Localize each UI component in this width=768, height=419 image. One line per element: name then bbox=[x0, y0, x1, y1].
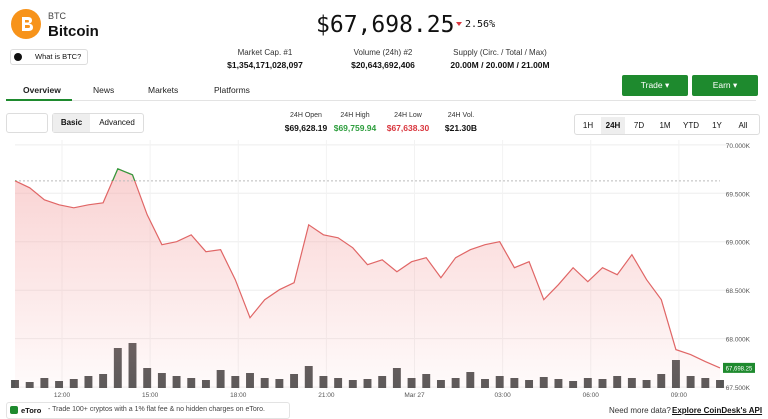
tab-underline bbox=[6, 99, 72, 101]
x-tick-label: 21:00 bbox=[318, 392, 335, 399]
trade-button[interactable]: Trade ▾ bbox=[622, 75, 688, 96]
y-tick-label: 67.500K bbox=[726, 385, 751, 392]
y-tick-label: 68.000K bbox=[726, 337, 751, 344]
button-label: Trade bbox=[640, 80, 663, 90]
x-tick-label: 15:00 bbox=[142, 392, 159, 399]
price-area bbox=[15, 168, 720, 388]
promo-brand: eToro bbox=[21, 406, 42, 415]
y-tick-label: 69.000K bbox=[726, 240, 751, 247]
divider bbox=[6, 100, 756, 101]
stat-label: Supply (Circ. / Total / Max) bbox=[453, 48, 547, 57]
range-selector bbox=[574, 114, 760, 135]
stat-label: Market Cap. #1 bbox=[237, 48, 293, 57]
view-mode[interactable]: Advanced bbox=[99, 118, 135, 127]
range[interactable]: 1H bbox=[582, 121, 594, 130]
down-arrow bbox=[456, 22, 462, 26]
range[interactable]: 1M bbox=[659, 121, 671, 130]
range[interactable]: YTD bbox=[683, 121, 699, 130]
day-stat-value: $21.30B bbox=[444, 123, 478, 133]
view-mode[interactable]: Basic bbox=[53, 114, 90, 132]
y-tick-label: 69.500K bbox=[726, 191, 751, 198]
api-link[interactable]: Explore CoinDesk's API bbox=[672, 406, 763, 415]
range[interactable]: 7D bbox=[633, 121, 645, 130]
day-stat-value: $69,628.19 bbox=[284, 123, 328, 133]
earn-button[interactable]: Earn ▾ bbox=[692, 75, 758, 96]
what-is-label: What is BTC? bbox=[35, 52, 82, 61]
view-toggle: Basic Advanced bbox=[52, 113, 144, 133]
day-stat-value: $69,759.94 bbox=[333, 123, 377, 133]
icon bbox=[14, 53, 22, 61]
promo-text: - Trade 100+ cryptos with a 1% flat fee … bbox=[48, 406, 265, 413]
day-stat-label: 24H Low bbox=[394, 112, 422, 119]
tab[interactable]: Platforms bbox=[214, 85, 250, 95]
stat-value: 20.00M / 20.00M / 21.00M bbox=[450, 60, 550, 70]
stat-label: Volume (24h) #2 bbox=[353, 48, 413, 57]
promo-banner[interactable]: eToro - Trade 100+ cryptos with a 1% fla… bbox=[6, 402, 290, 419]
range[interactable]: All bbox=[738, 121, 748, 130]
day-stat-label: 24H Open bbox=[290, 112, 322, 119]
y-tick-label: 68.500K bbox=[726, 288, 751, 295]
range[interactable]: 1Y bbox=[712, 121, 722, 130]
price-line-up bbox=[15, 168, 136, 181]
tab[interactable]: News bbox=[93, 85, 115, 95]
day-stat-label: 24H Vol. bbox=[447, 112, 475, 119]
api-question: Need more data? bbox=[609, 406, 671, 415]
x-tick-label: 12:00 bbox=[54, 392, 71, 399]
change: 2.56% bbox=[465, 19, 496, 30]
day-stat-value: $67,638.30 bbox=[386, 123, 430, 133]
last-price-label: 67,698.25 bbox=[726, 366, 753, 372]
day-stat-label: 24H High bbox=[340, 112, 370, 119]
range[interactable]: 24H bbox=[601, 117, 625, 134]
x-tick-label: 03:00 bbox=[494, 392, 511, 399]
x-tick-label: 18:00 bbox=[230, 392, 247, 399]
symbol: BTC bbox=[48, 11, 66, 21]
price: $67,698.25 bbox=[316, 12, 455, 38]
etoro-icon bbox=[10, 406, 18, 414]
btc-logo bbox=[11, 9, 41, 39]
y-tick-label: 70.000K bbox=[726, 143, 751, 150]
tab[interactable]: Markets bbox=[148, 85, 179, 95]
stat-value: $20,643,692,406 bbox=[351, 60, 415, 70]
x-tick-label: Mar 27 bbox=[404, 392, 425, 399]
coin-name: Bitcoin bbox=[48, 23, 99, 40]
tab[interactable]: Overview bbox=[23, 85, 61, 95]
x-tick-label: 06:00 bbox=[583, 392, 600, 399]
chart-type-toggle[interactable] bbox=[6, 113, 48, 133]
last-price-box bbox=[723, 362, 755, 373]
button-label: Earn bbox=[712, 80, 731, 90]
what-is-button[interactable]: What is BTC? bbox=[10, 49, 88, 65]
x-tick-label: 09:00 bbox=[671, 392, 688, 399]
stat-value: $1,354,171,028,097 bbox=[227, 60, 303, 70]
